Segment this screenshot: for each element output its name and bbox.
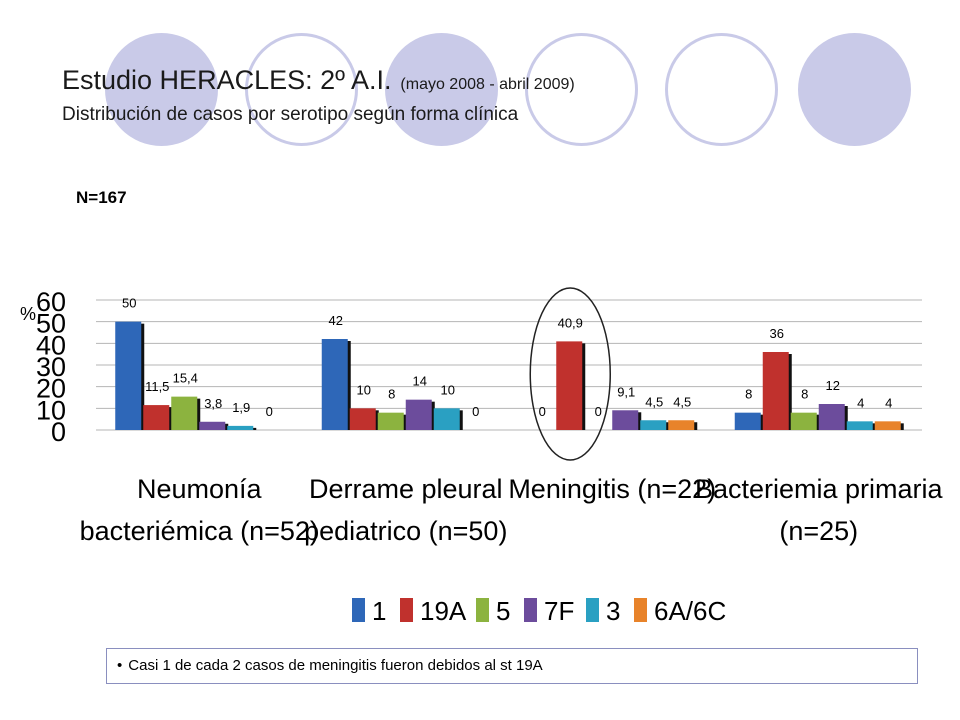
bar <box>227 425 254 430</box>
legend-label: 3 <box>606 596 620 626</box>
bar <box>734 412 761 430</box>
category-labels: Neumonía bacteriémica (n=52)Derrame pleur… <box>80 474 944 546</box>
data-label: 0 <box>539 404 546 419</box>
bar <box>199 421 226 430</box>
data-label: 9,1 <box>617 384 635 399</box>
legend: 1 19A 5 7F 3 6A/6C <box>352 596 726 626</box>
y-tick-label: 10 <box>36 395 66 425</box>
bar <box>321 339 348 430</box>
title-main: Estudio HERACLES: 2º A.I. <box>62 65 392 95</box>
data-label: 15,4 <box>173 371 198 386</box>
sample-size-label: N=167 <box>76 188 127 207</box>
category-label: Derrame pleural pediatrico (n=50) <box>304 474 507 546</box>
decor-circle <box>385 33 498 146</box>
data-label: 0 <box>595 404 602 419</box>
highlight-ellipse <box>529 287 611 461</box>
y-tick-label: 20 <box>36 374 66 404</box>
legend-swatch <box>476 598 489 622</box>
category-label: Meningitis (n=22) <box>508 474 716 504</box>
data-labels: 50 11,5 15,4 3,8 1,9 0 42 10 8 14 10 0 0 40,9 0 9,1 4,5 4… <box>122 296 892 419</box>
bar <box>405 399 432 430</box>
slide-subtitle: Distribución de casos por serotipo según… <box>62 104 519 125</box>
data-label: 8 <box>801 387 808 402</box>
data-label: 12 <box>826 378 840 393</box>
bullet-icon: • <box>117 657 123 674</box>
legend-swatch <box>352 598 365 622</box>
bar <box>349 408 376 430</box>
bar <box>171 396 198 430</box>
y-tick-label: 0 <box>51 417 66 447</box>
decor-ring <box>245 33 358 146</box>
y-tick-label: 30 <box>36 352 66 382</box>
data-label: 50 <box>122 296 136 311</box>
bars <box>115 321 904 430</box>
decor-ring <box>525 33 638 146</box>
data-label: 40,9 <box>558 315 583 330</box>
bar <box>556 341 583 430</box>
decor-circle <box>798 33 911 146</box>
legend-swatch <box>400 598 413 622</box>
bar <box>846 421 873 430</box>
note-text: Casi 1 de cada 2 casos de meningitis fue… <box>128 657 543 674</box>
bar <box>640 420 667 430</box>
bar <box>115 321 142 430</box>
y-tick-label: 60 <box>36 287 66 317</box>
data-label: 3,8 <box>204 396 222 411</box>
data-label: 42 <box>329 313 343 328</box>
legend-swatch <box>524 598 537 622</box>
bar <box>668 420 695 430</box>
data-label: 36 <box>770 326 784 341</box>
bar <box>433 408 460 430</box>
category-label: Bacteriemia primaria (n=25) <box>695 474 944 546</box>
annotations <box>529 287 611 461</box>
bar <box>377 412 404 430</box>
data-label: 14 <box>413 374 427 389</box>
bar <box>143 405 170 430</box>
title-period: (mayo 2008 - abril 2009) <box>400 76 575 93</box>
bar <box>762 352 789 430</box>
category-label: Neumonía bacteriémica (n=52) <box>80 474 319 546</box>
data-label: 1,9 <box>232 400 250 415</box>
legend-swatch <box>586 598 599 622</box>
y-tick-label: 50 <box>36 309 66 339</box>
legend-swatch <box>634 598 647 622</box>
note-box: • Casi 1 de cada 2 casos de meningitis fu… <box>106 648 918 684</box>
data-label: 0 <box>266 404 273 419</box>
data-label: 4,5 <box>673 394 691 409</box>
y-axis-label: % <box>20 304 36 324</box>
data-label: 4 <box>857 395 864 410</box>
bar <box>818 404 845 430</box>
data-label: 4 <box>885 395 892 410</box>
legend-label: 6A/6C <box>654 596 726 626</box>
data-label: 8 <box>745 387 752 402</box>
slide-title: Estudio HERACLES: 2º A.I. (mayo 2008 - a… <box>62 60 575 97</box>
data-label: 10 <box>357 382 371 397</box>
legend-label: 19A <box>420 596 467 626</box>
data-label: 4,5 <box>645 394 663 409</box>
legend-label: 1 <box>372 596 386 626</box>
legend-label: 5 <box>496 596 510 626</box>
bar <box>874 421 901 430</box>
bar <box>790 412 817 430</box>
y-tick-label: 40 <box>36 330 66 360</box>
bar <box>612 410 639 430</box>
data-label: 0 <box>472 404 479 419</box>
data-label: 10 <box>441 382 455 397</box>
data-label: 8 <box>388 387 395 402</box>
decor-circle <box>105 33 218 146</box>
data-label: 11,5 <box>145 379 169 394</box>
legend-label: 7F <box>544 596 574 626</box>
decor-ring <box>665 33 778 146</box>
